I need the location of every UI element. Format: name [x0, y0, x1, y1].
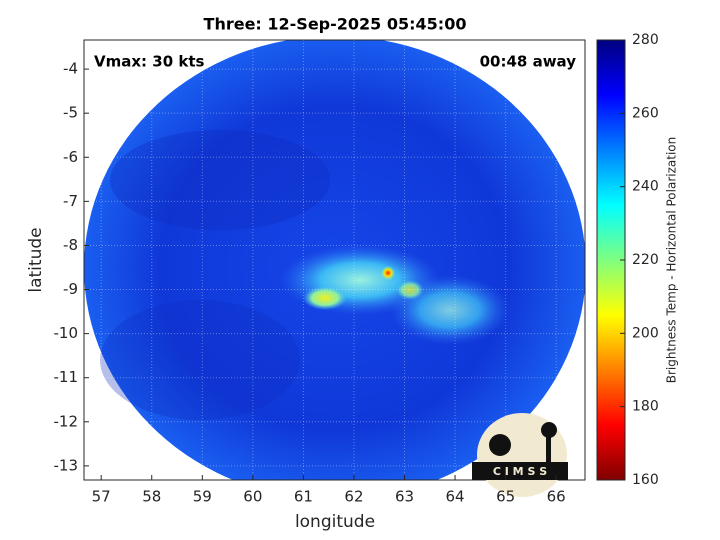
x-axis-label: longitude: [295, 512, 375, 532]
y-tick-label: -12: [54, 412, 79, 430]
y-tick-label: -13: [54, 456, 79, 474]
x-tick-label: 60: [243, 488, 262, 506]
x-tick-label: 62: [344, 488, 363, 506]
y-tick-label: -11: [54, 368, 79, 386]
colorbar-tick-label: 280: [632, 32, 659, 48]
annotation: Vmax: 30 kts: [94, 53, 204, 71]
annotation: 00:48 away: [480, 53, 577, 71]
axes-box: [83, 39, 586, 481]
colorbar-tick-label: 200: [632, 325, 659, 341]
colorbar-label: Brightness Temp - Horizontal Polarizatio…: [665, 137, 679, 384]
x-tick-label: 66: [547, 488, 566, 506]
image: [84, 40, 585, 480]
x-tick-label: 58: [142, 488, 161, 506]
y-tick-label: -9: [63, 280, 78, 298]
y-axis-label: latitude: [26, 227, 46, 292]
x-tick-label: 63: [395, 488, 414, 506]
colorbar-tick-label: 240: [632, 179, 659, 195]
x-tick-label: 65: [496, 488, 515, 506]
x-tick-label: 61: [294, 488, 313, 506]
colorbar-tick-label: 160: [632, 472, 659, 488]
x-tick-label: 59: [193, 488, 212, 506]
y-tick-label: -7: [63, 192, 78, 210]
logo-text: C I M S S: [493, 465, 547, 478]
y-tick-label: -4: [63, 60, 78, 78]
logo: C I M S S: [472, 413, 568, 497]
x-tick-label: 57: [92, 488, 111, 506]
x-tick-label: 64: [446, 488, 465, 506]
y-tick-label: -8: [63, 236, 78, 254]
y-tick-label: -10: [54, 324, 79, 342]
chart-title: Three: 12-Sep-2025 05:45:00: [204, 15, 467, 34]
y-tick-label: -6: [63, 148, 78, 166]
colorbar-tick-label: 260: [632, 105, 659, 121]
colorbar-tick-label: 220: [632, 252, 659, 268]
colorbar-tick-label: 180: [632, 399, 659, 415]
y-tick-label: -5: [63, 104, 78, 122]
